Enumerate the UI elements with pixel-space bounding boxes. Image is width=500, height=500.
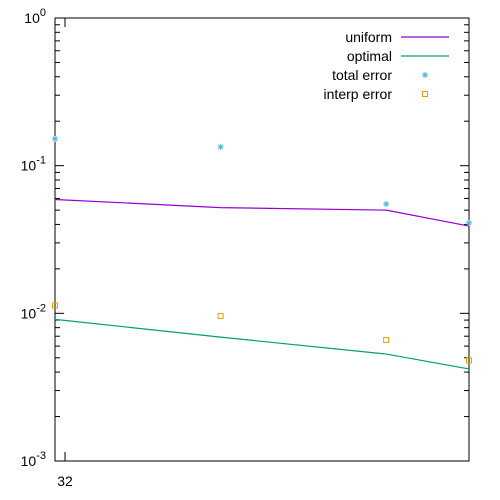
- series-line: [54, 198, 470, 227]
- legend-item: optimal: [347, 48, 449, 64]
- series-line: [54, 318, 470, 370]
- series-optimal: [54, 318, 470, 370]
- y-tick-base: 10: [21, 305, 37, 321]
- y-tick-label: 10-3: [21, 450, 46, 469]
- data-point-square: [466, 357, 472, 364]
- data-point-star: [52, 135, 58, 142]
- series-interp-error: [52, 302, 472, 364]
- data-point-square: [52, 302, 58, 309]
- legend-label: uniform: [345, 29, 392, 45]
- data-point-star: [466, 219, 472, 226]
- x-axis: 32: [57, 18, 73, 489]
- series-total-error: [52, 135, 472, 226]
- legend-swatch: [422, 91, 428, 97]
- series-layer: [52, 135, 472, 370]
- y-tick-base: 10: [24, 10, 40, 26]
- data-point-star: [217, 143, 224, 150]
- legend-item: uniform: [345, 29, 449, 45]
- data-point-star: [383, 201, 390, 208]
- y-tick-exponent: -3: [36, 450, 46, 462]
- legend-label: total error: [332, 67, 392, 83]
- y-tick-label: 100: [24, 7, 46, 26]
- legend-item: interp error: [324, 86, 428, 102]
- y-tick-base: 10: [21, 158, 37, 174]
- legend-swatch: [422, 72, 428, 78]
- y-tick-exponent: -2: [36, 302, 46, 314]
- y-tick-label: 10-1: [21, 155, 46, 174]
- x-tick-label: 32: [57, 473, 73, 489]
- series-uniform: [54, 198, 470, 227]
- y-tick-label: 10-2: [21, 302, 46, 321]
- legend: uniform optimal total error interp error: [324, 29, 449, 102]
- y-tick-exponent: -1: [36, 155, 46, 167]
- legend-label: optimal: [347, 48, 392, 64]
- legend-item: total error: [332, 67, 428, 83]
- data-point-square: [217, 312, 224, 319]
- plot-frame: [54, 17, 470, 462]
- y-tick-base: 10: [21, 453, 37, 469]
- y-tick-exponent: 0: [40, 7, 46, 19]
- legend-label: interp error: [324, 86, 393, 102]
- data-point-square: [383, 336, 390, 343]
